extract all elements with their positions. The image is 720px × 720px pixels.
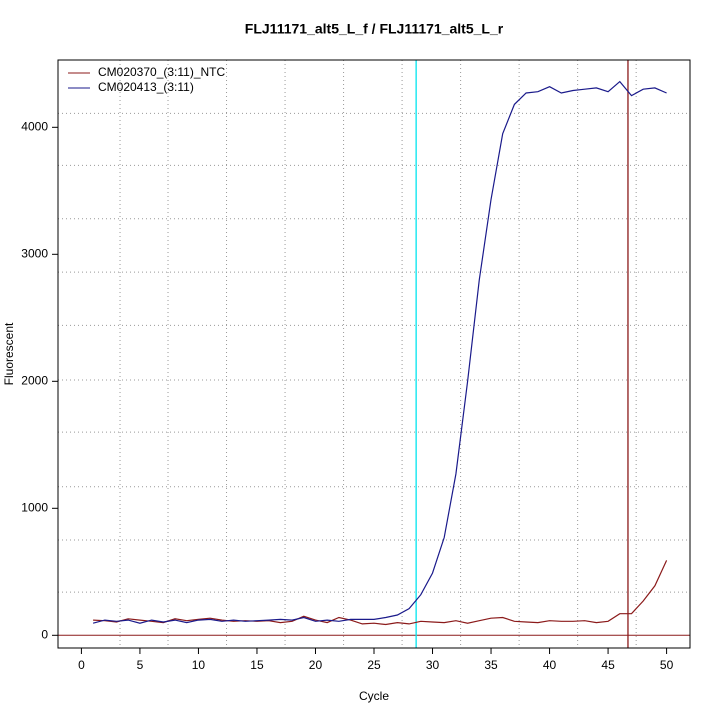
x-tick-label: 25: [367, 658, 381, 672]
x-tick-label: 20: [309, 658, 323, 672]
y-tick-label: 0: [41, 627, 48, 641]
y-tick-label: 3000: [21, 246, 48, 260]
y-tick-label: 1000: [21, 500, 48, 514]
y-axis-label: Fluorescent: [2, 322, 16, 385]
x-tick-label: 35: [484, 658, 498, 672]
x-tick-label: 30: [426, 658, 440, 672]
x-tick-label: 15: [250, 658, 264, 672]
x-tick-label: 5: [137, 658, 144, 672]
x-tick-label: 0: [78, 658, 85, 672]
x-tick-label: 10: [192, 658, 206, 672]
y-tick-label: 4000: [21, 119, 48, 133]
legend-label: CM020370_(3:11)_NTC: [98, 65, 226, 79]
legend-label: CM020413_(3:11): [98, 80, 194, 94]
chart-title: FLJ11171_alt5_L_f / FLJ11171_alt5_L_r: [245, 21, 504, 37]
series-line: [93, 560, 668, 626]
plot-frame: [57, 59, 691, 649]
y-tick-label: 2000: [21, 373, 48, 387]
x-axis-label: Cycle: [359, 689, 389, 703]
series-line: [92, 80, 667, 624]
x-tick-label: 50: [660, 658, 674, 672]
x-tick-label: 45: [601, 658, 615, 672]
x-tick-label: 40: [543, 658, 557, 672]
